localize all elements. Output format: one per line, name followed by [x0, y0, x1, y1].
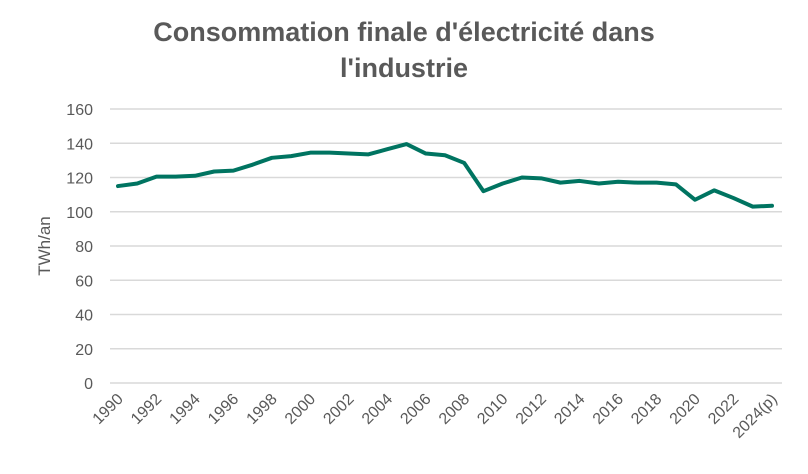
x-tick-label: 2012	[513, 391, 550, 428]
y-tick-label: 120	[66, 171, 93, 188]
x-tick-label: 2014	[551, 391, 588, 428]
x-tick-label: 1990	[90, 391, 127, 428]
y-tick-label: 20	[75, 342, 93, 359]
y-axis-label: TWh/an	[35, 216, 54, 276]
x-tick-label: 2002	[320, 391, 357, 428]
x-tick-label: 2000	[282, 391, 319, 428]
chart-title: Consommation finale d'électricité dans l…	[0, 14, 808, 86]
title-line-1: Consommation finale d'électricité dans	[153, 17, 655, 47]
x-tick-label: 1998	[244, 391, 281, 428]
x-tick-label: 1994	[167, 391, 204, 428]
y-tick-label: 0	[84, 376, 93, 393]
x-tick-label: 2016	[590, 391, 627, 428]
y-tick-label: 100	[66, 205, 93, 222]
x-tick-label: 1996	[205, 391, 242, 428]
x-tick-label: 2004	[359, 391, 396, 428]
title-line-2: l'industrie	[340, 53, 468, 83]
x-tick-label: 2020	[667, 391, 704, 428]
x-tick-label: 2018	[628, 391, 665, 428]
x-tick-label: 1992	[128, 391, 165, 428]
y-tick-label: 140	[66, 136, 93, 153]
series-line	[116, 142, 774, 209]
y-tick-label: 80	[75, 239, 93, 256]
x-tick-label: 2008	[436, 391, 473, 428]
y-tick-label: 160	[66, 102, 93, 119]
y-tick-label: 40	[75, 308, 93, 325]
x-tick-label: 2006	[397, 391, 434, 428]
x-tick-label: 2010	[474, 391, 511, 428]
y-tick-label: 60	[75, 273, 93, 290]
